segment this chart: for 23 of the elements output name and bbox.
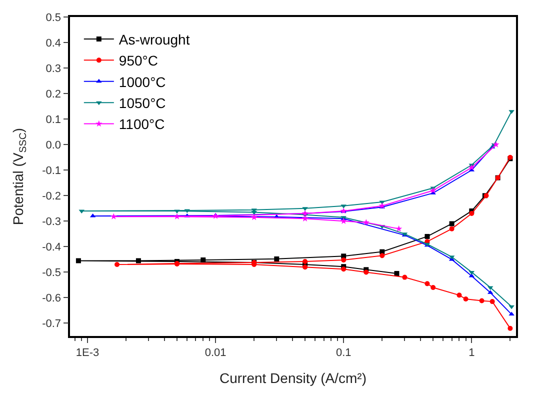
y-tick-label: 0.3 bbox=[46, 62, 62, 75]
y-tick-label: -0.4 bbox=[42, 242, 62, 254]
x-tick-label: 1E-3 bbox=[76, 346, 100, 359]
y-tick-label: 0.0 bbox=[46, 139, 62, 152]
y-tick-label: 0.2 bbox=[46, 88, 62, 100]
y-tick-label: 0.5 bbox=[46, 12, 62, 24]
legend-label: As-wrought bbox=[118, 31, 190, 48]
legend-label: 950°C bbox=[118, 52, 158, 69]
legend-label: 1100°C bbox=[118, 116, 165, 132]
x-axis-title: Current Density (A/cm²) bbox=[219, 370, 367, 386]
legend-label: 1050°C bbox=[118, 95, 166, 112]
y-tick-label: -0.3 bbox=[42, 216, 62, 228]
x-tick-label: 0.01 bbox=[204, 346, 226, 359]
y-tick-label: -0.1 bbox=[42, 164, 62, 177]
y-tick-label: -0.2 bbox=[42, 190, 62, 202]
legend-label: 1000°C bbox=[118, 74, 166, 90]
y-tick-label: -0.7 bbox=[42, 318, 62, 330]
y-tick-label: 0.1 bbox=[46, 114, 62, 126]
y-tick-label: 0.4 bbox=[46, 37, 62, 50]
x-tick-label: 1 bbox=[468, 346, 475, 359]
y-tick-label: -0.6 bbox=[42, 292, 62, 305]
x-tick-label: 0.1 bbox=[336, 346, 352, 359]
y-tick-label: -0.5 bbox=[42, 267, 62, 280]
